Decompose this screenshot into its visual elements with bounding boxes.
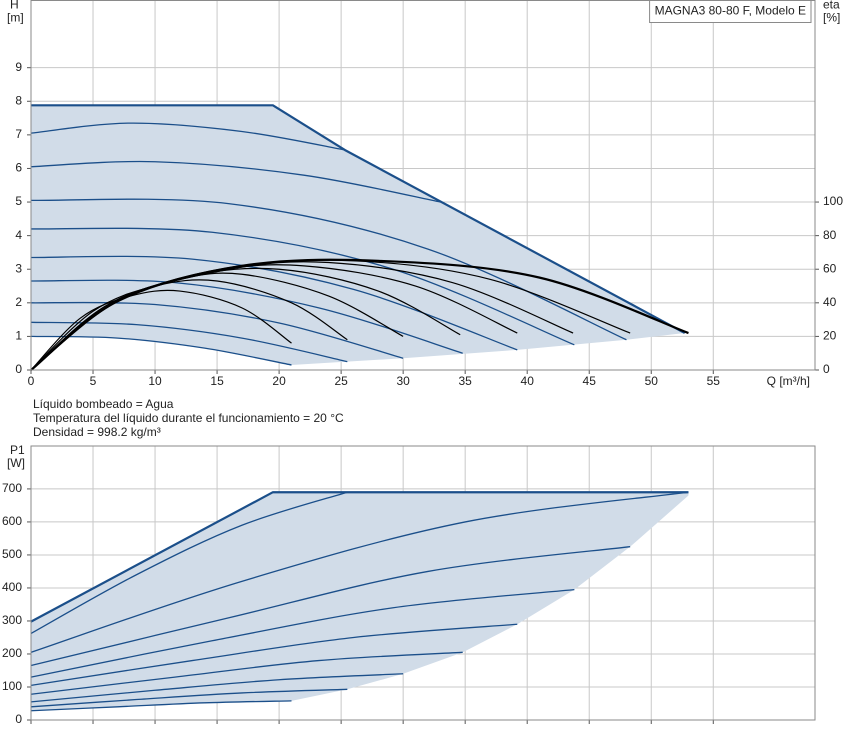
y-tick-label: 400 [2, 580, 22, 594]
curve [30, 491, 348, 635]
y-axis-label: P1 [10, 443, 25, 457]
x-tick-label: 20 [272, 374, 286, 388]
y2-tick-label: 0 [823, 362, 830, 376]
curve [30, 588, 575, 678]
curve [30, 688, 348, 708]
curve [30, 491, 689, 653]
y-tick-label: 3 [15, 261, 22, 275]
efficiency-curve [30, 279, 348, 371]
x-tick-label: 40 [521, 374, 535, 388]
y-axis-label: [W] [7, 456, 25, 470]
annotation: Líquido bombeado = Agua [33, 397, 174, 411]
x-tick-label: 15 [210, 374, 224, 388]
title-box [649, 0, 812, 23]
curve [30, 227, 575, 346]
annotation: Temperatura del líquido durante el funci… [33, 411, 344, 425]
curve [30, 160, 441, 203]
chart-title: MAGNA3 80-80 F, Modelo E [655, 4, 806, 18]
x-tick-label: 10 [148, 374, 162, 388]
y-tick-label: 4 [15, 228, 22, 242]
x-tick-label: 50 [645, 374, 659, 388]
curve [30, 279, 463, 354]
curve [30, 321, 348, 363]
y-tick-label: 5 [15, 194, 22, 208]
curve [30, 255, 518, 351]
y-tick-label: 0 [15, 362, 22, 376]
curve [30, 623, 518, 686]
curve [31, 104, 686, 335]
x-tick-label: 5 [90, 374, 97, 388]
efficiency-curve [30, 289, 292, 371]
curve [30, 651, 463, 695]
curve [30, 301, 404, 359]
x-tick-label: 35 [458, 374, 472, 388]
efficiency-curve [30, 258, 689, 371]
annotation: Densidad = 998.2 kg/m³ [33, 425, 161, 439]
y2-axis-label: eta [823, 0, 840, 12]
y2-tick-label: 40 [823, 295, 837, 309]
x-tick-label: 55 [707, 374, 721, 388]
curve [30, 546, 631, 667]
curve [30, 700, 292, 712]
curve [30, 198, 627, 341]
y2-tick-label: 60 [823, 261, 837, 275]
y-axis-label: H [10, 0, 19, 12]
efficiency-curve [30, 267, 461, 371]
operating-area [31, 105, 685, 365]
y2-tick-label: 100 [823, 194, 843, 208]
curve [30, 491, 689, 623]
plot-frame [30, 0, 816, 371]
y-tick-label: 300 [2, 613, 22, 627]
y-tick-label: 200 [2, 646, 22, 660]
y-tick-label: 6 [15, 161, 22, 175]
y2-axis-label: [%] [823, 11, 840, 25]
y2-tick-label: 80 [823, 228, 837, 242]
y-tick-label: 1 [15, 329, 22, 343]
y-tick-label: 600 [2, 514, 22, 528]
x-tick-label: 25 [334, 374, 348, 388]
y-tick-label: 500 [2, 547, 22, 561]
y-axis-label: [m] [7, 11, 24, 25]
x-axis-label: Q [m³/h] [767, 374, 810, 388]
x-tick-label: 0 [28, 374, 35, 388]
curve [30, 673, 404, 703]
plot-frame [30, 445, 816, 721]
y-tick-label: 8 [15, 93, 22, 107]
y-tick-label: 9 [15, 60, 22, 74]
curve [30, 122, 345, 151]
y-tick-label: 0 [15, 712, 22, 726]
x-tick-label: 45 [583, 374, 597, 388]
x-tick-label: 30 [396, 374, 410, 388]
y-tick-label: 7 [15, 127, 22, 141]
y2-tick-label: 20 [823, 329, 837, 343]
operating-area [31, 492, 689, 711]
y-tick-label: 700 [2, 481, 22, 495]
y-tick-label: 100 [2, 679, 22, 693]
y-tick-label: 2 [15, 295, 22, 309]
